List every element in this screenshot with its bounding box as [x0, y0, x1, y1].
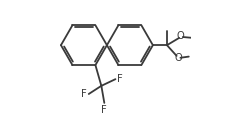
Text: F: F — [117, 74, 123, 84]
Text: F: F — [101, 105, 106, 115]
Text: O: O — [175, 53, 182, 63]
Text: O: O — [177, 31, 184, 41]
Text: F: F — [81, 89, 87, 99]
